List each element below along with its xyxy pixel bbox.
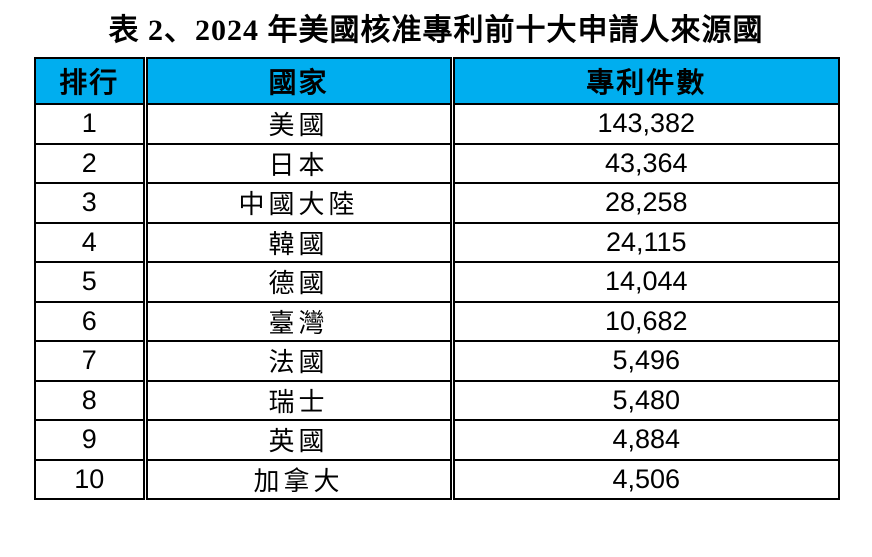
rank-cell: 1 [35, 103, 145, 145]
patents-cell: 5,496 [452, 340, 839, 382]
table-row: 8 瑞士 5,480 [35, 379, 839, 421]
table-row: 10 加拿大 4,506 [35, 458, 839, 500]
patent-table-container: 排行 國家 專利件數 1 美國 143,382 2 日本 43,364 3 [34, 57, 840, 500]
table-row: 2 日本 43,364 [35, 142, 839, 184]
table-row: 1 美國 143,382 [35, 103, 839, 145]
table-row: 4 韓國 24,115 [35, 221, 839, 263]
country-cell: 瑞士 [142, 379, 455, 421]
country-cell: 日本 [142, 142, 455, 184]
patents-cell: 14,044 [452, 261, 839, 303]
table-header-row: 排行 國家 專利件數 [35, 57, 839, 105]
country-cell: 加拿大 [142, 458, 455, 500]
rank-cell: 7 [35, 340, 145, 382]
rank-cell: 3 [35, 182, 145, 224]
table-row: 9 英國 4,884 [35, 419, 839, 461]
rank-cell: 8 [35, 379, 145, 421]
patent-table: 排行 國家 專利件數 1 美國 143,382 2 日本 43,364 3 [34, 57, 840, 500]
table-row: 6 臺灣 10,682 [35, 300, 839, 342]
patents-cell: 143,382 [452, 103, 839, 145]
patents-cell: 43,364 [452, 142, 839, 184]
rank-cell: 5 [35, 261, 145, 303]
patents-cell: 4,506 [452, 458, 839, 500]
country-cell: 中國大陸 [142, 182, 455, 224]
country-cell: 英國 [142, 419, 455, 461]
rank-cell: 4 [35, 221, 145, 263]
country-cell: 臺灣 [142, 300, 455, 342]
patents-cell: 10,682 [452, 300, 839, 342]
patents-cell: 28,258 [452, 182, 839, 224]
rank-cell: 2 [35, 142, 145, 184]
country-cell: 法國 [142, 340, 455, 382]
table-row: 5 德國 14,044 [35, 261, 839, 303]
table-row: 3 中國大陸 28,258 [35, 182, 839, 224]
header-rank: 排行 [35, 57, 145, 105]
rank-cell: 6 [35, 300, 145, 342]
country-cell: 德國 [142, 261, 455, 303]
header-patents: 專利件數 [452, 57, 839, 105]
patents-cell: 4,884 [452, 419, 839, 461]
table-row: 7 法國 5,496 [35, 340, 839, 382]
patents-cell: 5,480 [452, 379, 839, 421]
patents-cell: 24,115 [452, 221, 839, 263]
rank-cell: 9 [35, 419, 145, 461]
page-title: 表 2、2024 年美國核准專利前十大申請人來源國 [108, 14, 764, 47]
rank-cell: 10 [35, 458, 145, 500]
header-country: 國家 [142, 57, 455, 105]
country-cell: 韓國 [142, 221, 455, 263]
country-cell: 美國 [142, 103, 455, 145]
